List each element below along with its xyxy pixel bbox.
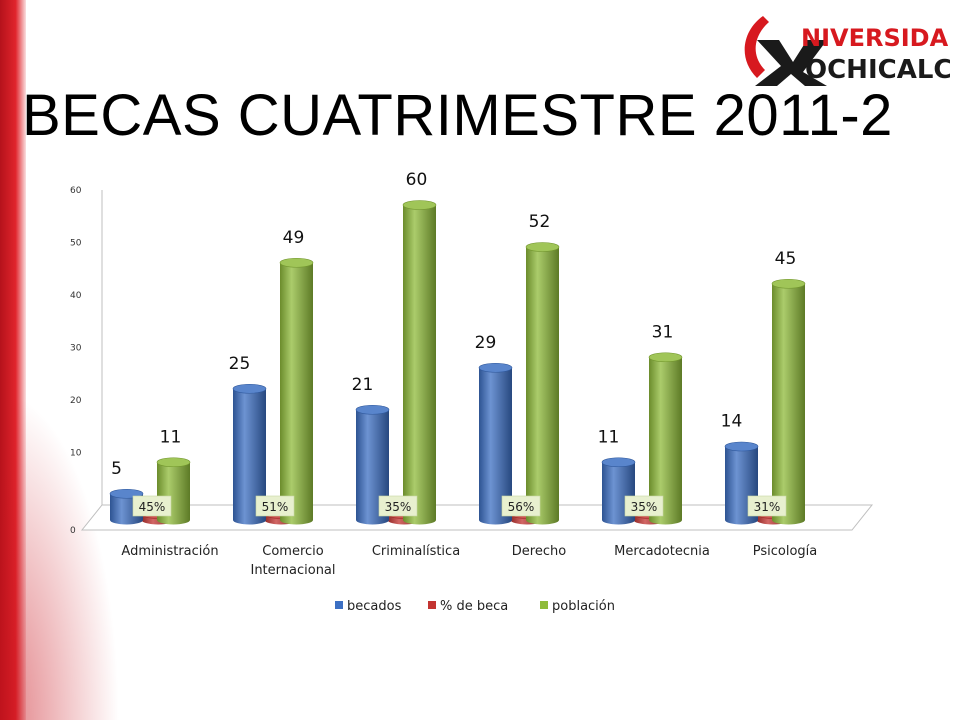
data-label-pct-box: 51% [255,495,295,517]
bar-top [771,278,806,289]
x-tick-label: Mercadotecnia [614,544,710,559]
bar-body [280,262,313,525]
x-tick-label: Psicología [753,544,818,559]
legend-swatch-debeca [428,601,436,609]
bar-body [772,283,805,525]
data-label-pct-box: 45% [132,495,172,517]
bar-top [232,383,267,394]
pct-label-bg [378,495,418,517]
data-label-pct: 45% [139,500,166,514]
data-label-población: 60 [406,170,428,190]
decorative-red-glow [0,390,120,720]
bar-top [355,404,390,415]
bar-top [156,457,191,468]
page-title: BECAS CUATRIMESTRE 2011-2 [22,83,893,148]
data-label-pct: 56% [508,500,535,514]
x-tick-label: Criminalística [372,544,460,559]
data-label-pct: 31% [754,500,781,514]
bar-top [724,441,759,452]
bar-poblacin-1 [279,257,314,525]
y-tick-label: 10 [70,449,82,459]
data-label-población: 11 [160,427,182,447]
data-label-población: 52 [529,212,551,232]
bar-top [478,362,513,373]
legend-label: población [552,599,615,614]
bar-becados-1 [232,383,267,525]
y-tick-label: 20 [70,396,82,406]
bar-body [526,247,559,525]
data-label-pct-box: 31% [747,495,787,517]
pct-label-bg [255,495,295,517]
pct-label-bg [747,495,787,517]
bar-top [648,352,683,363]
data-label-becados: 5 [111,459,122,479]
pct-label-bg [132,495,172,517]
y-tick-label: 30 [70,344,82,354]
legend-label: % de beca [440,599,508,614]
pct-label-bg [624,495,664,517]
bar-top [402,200,437,210]
x-tick-label: Internacional [250,563,335,578]
data-label-becados: 29 [475,333,497,353]
data-label-pct: 51% [262,500,289,514]
x-tick-label: Administración [121,544,218,559]
bar-top [279,257,314,268]
logo-line2: OCHICALCO [805,55,950,85]
bar-top [525,242,560,252]
pct-label-bg [501,495,541,517]
bar-poblacin-2 [402,200,437,525]
data-label-becados: 11 [598,427,620,447]
y-tick-label: 40 [70,291,82,301]
data-label-población: 31 [652,322,674,342]
bar-body [233,388,266,525]
data-label-becados: 21 [352,375,374,395]
legend-swatch-poblacin [540,601,548,609]
logo-line1: NIVERSIDAD [801,24,950,52]
data-label-población: 49 [283,228,305,248]
bar-top [601,457,636,468]
legend-swatch-becados [335,601,343,609]
bar-poblacin-4 [648,352,683,525]
data-label-pct: 35% [385,500,412,514]
bar-body [649,357,682,525]
bar-body [403,205,436,525]
data-label-becados: 14 [721,412,743,432]
x-tick-label: Derecho [512,544,566,559]
data-label-pct-box: 56% [501,495,541,517]
x-tick-label: Comercio [262,544,324,559]
data-label-pct-box: 35% [378,495,418,517]
y-tick-label: 50 [70,239,82,249]
legend-label: becados [347,599,402,614]
data-label-pct-box: 35% [624,495,664,517]
y-tick-label: 60 [70,186,82,196]
data-label-pct: 35% [631,500,658,514]
bar-becados-3 [478,362,513,525]
universidad-xochicalco-logo: NIVERSIDAD OCHICALCO [744,16,950,86]
bar-body [479,367,512,525]
bar-poblacin-3 [525,242,560,525]
y-tick-label: 0 [70,526,76,536]
data-label-población: 45 [775,249,797,269]
bar-poblacin-5 [771,278,806,525]
data-label-becados: 25 [229,354,251,374]
